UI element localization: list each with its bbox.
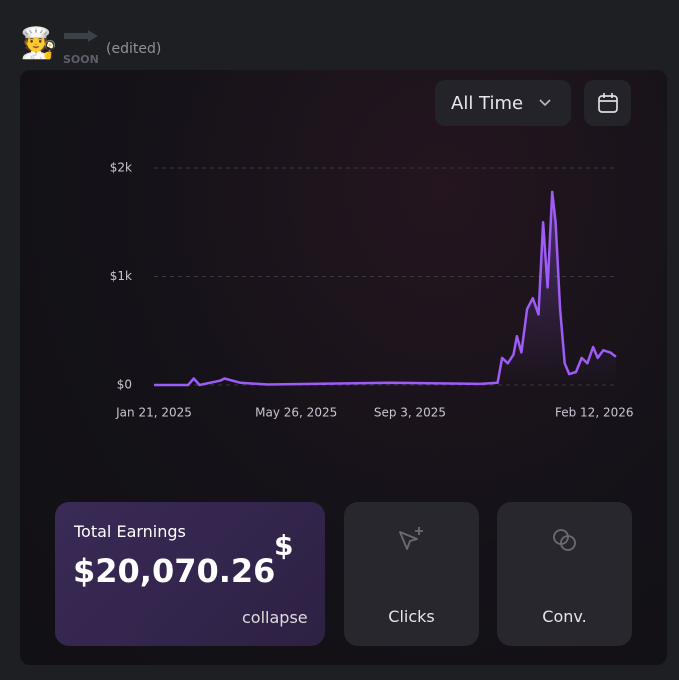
- y-tick-label: $1k: [110, 269, 132, 283]
- clicks-icon: [399, 527, 423, 550]
- conversions-card[interactable]: Conv.: [497, 502, 632, 646]
- badge: SOON: [63, 53, 99, 66]
- earnings-card[interactable]: Total Earnings $20,070.26 $ collapse: [55, 502, 325, 646]
- earnings-title: Total Earnings: [74, 522, 186, 541]
- y-tick-label: $2k: [110, 161, 132, 175]
- clicks-card[interactable]: Clicks: [344, 502, 479, 646]
- avatar: 🧑‍🍳: [20, 26, 58, 61]
- conversions-icon: [553, 529, 576, 551]
- range-dropdown[interactable]: All Time: [435, 80, 571, 126]
- earnings-value: $20,070.26: [73, 552, 276, 590]
- x-tick-label: Jan 21, 2025: [115, 406, 192, 420]
- calendar-icon: [598, 93, 618, 113]
- currency-icon: $: [274, 529, 294, 562]
- chevron: [539, 99, 551, 107]
- line-series: [154, 190, 617, 387]
- edited-label: (edited): [106, 41, 162, 57]
- calendar-button[interactable]: [584, 80, 631, 126]
- x-tick-label: Feb 12, 2026: [555, 406, 634, 420]
- clicks-label: Clicks: [388, 607, 435, 626]
- x-tick-label: Sep 3, 2025: [374, 406, 446, 420]
- line-area: [154, 191, 616, 385]
- y-tick-label: $0: [117, 378, 132, 392]
- arrow-icon: [64, 30, 98, 42]
- chart: $0 $1k $2k Jan 21, 2025 May 26, 2025 Sep 3, 2…: [110, 161, 634, 420]
- conversions-label: Conv.: [542, 607, 587, 626]
- collapse-toggle[interactable]: collapse: [242, 608, 308, 627]
- range-label: All Time: [451, 93, 524, 114]
- x-tick-label: May 26, 2025: [255, 406, 337, 420]
